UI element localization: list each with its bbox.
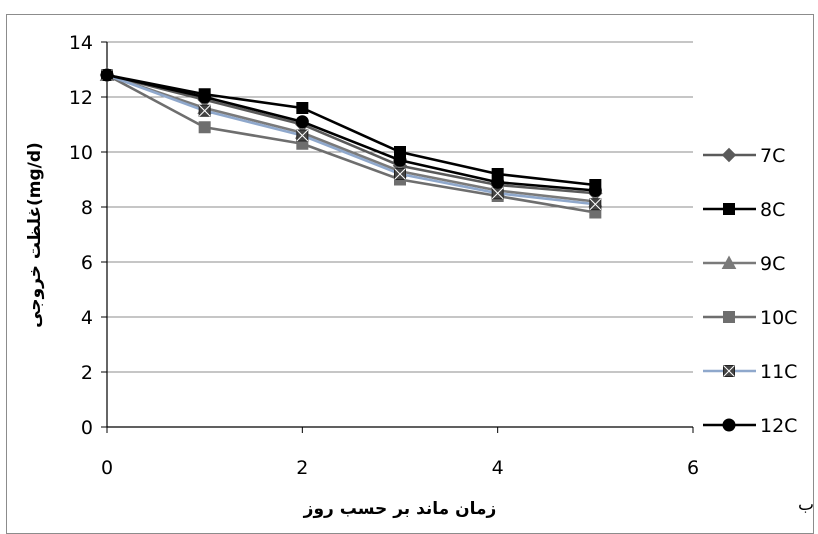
series-line-8C	[106, 73, 596, 187]
y-tick-label: 6	[81, 252, 93, 274]
y-tick-label: 14	[69, 32, 93, 54]
legend-item-7C: 7C	[703, 145, 785, 167]
data-point-12C	[198, 90, 212, 104]
y-tick-label: 2	[81, 362, 93, 384]
legend-marker	[722, 418, 736, 432]
legend-label: 11C	[760, 361, 797, 383]
data-point-12C	[588, 184, 602, 197]
x-tick-label: 0	[101, 457, 113, 479]
y-tick-label: 12	[69, 87, 93, 109]
y-tick-label: 8	[81, 197, 93, 219]
legend-label: 8C	[760, 199, 785, 221]
data-point-11C	[491, 187, 504, 200]
legend-label: 10C	[760, 307, 797, 329]
series-12C	[100, 68, 602, 197]
legend-marker	[723, 311, 735, 323]
stray-label: ب	[798, 495, 814, 515]
legend-item-12C: 12C	[703, 415, 797, 437]
data-point-12C	[393, 153, 407, 167]
legend-marker	[721, 147, 737, 163]
data-point-11C	[198, 104, 211, 117]
legend-marker	[723, 203, 735, 215]
legend-item-8C: 8C	[703, 199, 785, 221]
legend-label: 9C	[760, 253, 785, 275]
y-tick-label: 4	[81, 307, 93, 329]
data-point-11C	[394, 168, 406, 180]
series-line-9C	[106, 73, 596, 203]
series-line-7C	[106, 73, 596, 195]
data-point-11C	[296, 129, 309, 142]
data-point-10C	[198, 121, 211, 134]
legend-item-11C: 11C	[703, 361, 797, 383]
series-line-10C	[106, 73, 596, 214]
legend-marker	[721, 255, 737, 269]
y-axis-title: غلظت خروجی(mg/d)	[25, 142, 45, 328]
data-point-12C	[295, 115, 309, 129]
legend-item-10C: 10C	[703, 307, 797, 329]
x-tick-label: 6	[687, 457, 699, 479]
axes: 0 2 4 6 8 10 12 14 0 2 4 6	[69, 32, 699, 479]
x-axis-title: زمان ماند بر حسب روز	[303, 499, 497, 519]
y-tick-label: 10	[69, 142, 93, 164]
series-8C	[101, 69, 602, 191]
data-point-12C	[100, 68, 114, 82]
data-point-12C	[491, 175, 505, 189]
data-point-8C	[296, 102, 309, 114]
legend-label: 12C	[760, 415, 797, 437]
y-tick-label: 0	[81, 417, 93, 439]
legend-marker	[723, 365, 735, 377]
legend: 7C 8C 9C 10C 11C 12C	[703, 145, 797, 437]
series-line-12C	[106, 73, 596, 192]
series-line-11C	[106, 73, 596, 206]
legend-label: 7C	[760, 145, 785, 167]
series-group	[99, 67, 603, 219]
x-tick-label: 2	[296, 457, 308, 479]
data-point-11C	[589, 198, 602, 211]
x-tick-label: 4	[492, 457, 504, 479]
legend-item-9C: 9C	[703, 253, 785, 275]
